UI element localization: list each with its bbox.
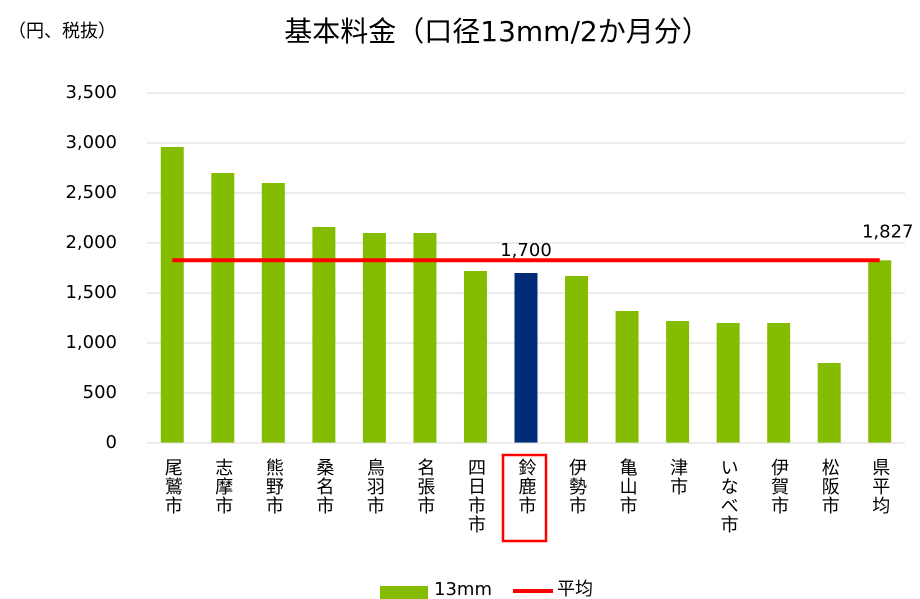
- x-tick-label: 亀山市: [617, 458, 638, 515]
- bar: [666, 321, 690, 443]
- y-tick-label: 2,500: [65, 182, 117, 203]
- bar: [211, 173, 235, 443]
- bar: [362, 233, 386, 443]
- x-tick-label: 熊野市: [263, 458, 284, 515]
- x-tick-label: 津市: [667, 458, 688, 496]
- x-tick-label: 名張市: [414, 458, 435, 515]
- bar: [463, 271, 487, 443]
- x-tick-label: 鳥羽市: [364, 458, 385, 515]
- x-tick-label: 県平均: [869, 458, 890, 515]
- bar: [817, 363, 841, 443]
- legend-swatch: [380, 586, 428, 599]
- y-tick-label: 2,000: [65, 232, 117, 253]
- y-tick-label: 500: [83, 382, 117, 403]
- x-tick-label: いなべ市: [718, 458, 739, 534]
- legend-label: 平均: [557, 579, 593, 599]
- bar: [868, 260, 892, 443]
- y-tick-label: 3,500: [65, 82, 117, 103]
- x-tick-label: 伊勢市: [566, 458, 587, 515]
- x-tick-label: 鈴鹿市: [516, 458, 537, 515]
- bar: [413, 233, 437, 443]
- bar: [716, 323, 740, 443]
- x-tick-label: 桑名市: [313, 458, 334, 515]
- x-tick-label: 伊賀市: [768, 458, 789, 515]
- data-label: 1,700: [500, 240, 552, 261]
- x-tick-label: 尾鷲市: [162, 458, 183, 515]
- bar: [767, 323, 791, 443]
- y-tick-label: 3,000: [65, 132, 117, 153]
- legend-label: 13mm: [434, 579, 492, 599]
- bar: [312, 227, 336, 443]
- y-tick-label: 0: [106, 432, 117, 453]
- x-tick-label: 志摩市: [212, 458, 233, 515]
- x-tick-label: 四日市市: [465, 458, 486, 534]
- data-label: 1,827: [862, 221, 914, 242]
- bar: [160, 147, 184, 443]
- y-tick-label: 1,500: [65, 282, 117, 303]
- y-tick-label: 1,000: [65, 332, 117, 353]
- bar: [261, 183, 285, 443]
- bar: [514, 273, 538, 443]
- bar: [615, 311, 639, 443]
- x-tick-label: 松阪市: [819, 458, 840, 515]
- chart-title: 基本料金（口径13mm/2か月分）: [284, 15, 709, 48]
- y-axis-label: （円、税抜）: [8, 21, 116, 42]
- bar: [565, 276, 589, 443]
- highlight-box: [501, 453, 548, 543]
